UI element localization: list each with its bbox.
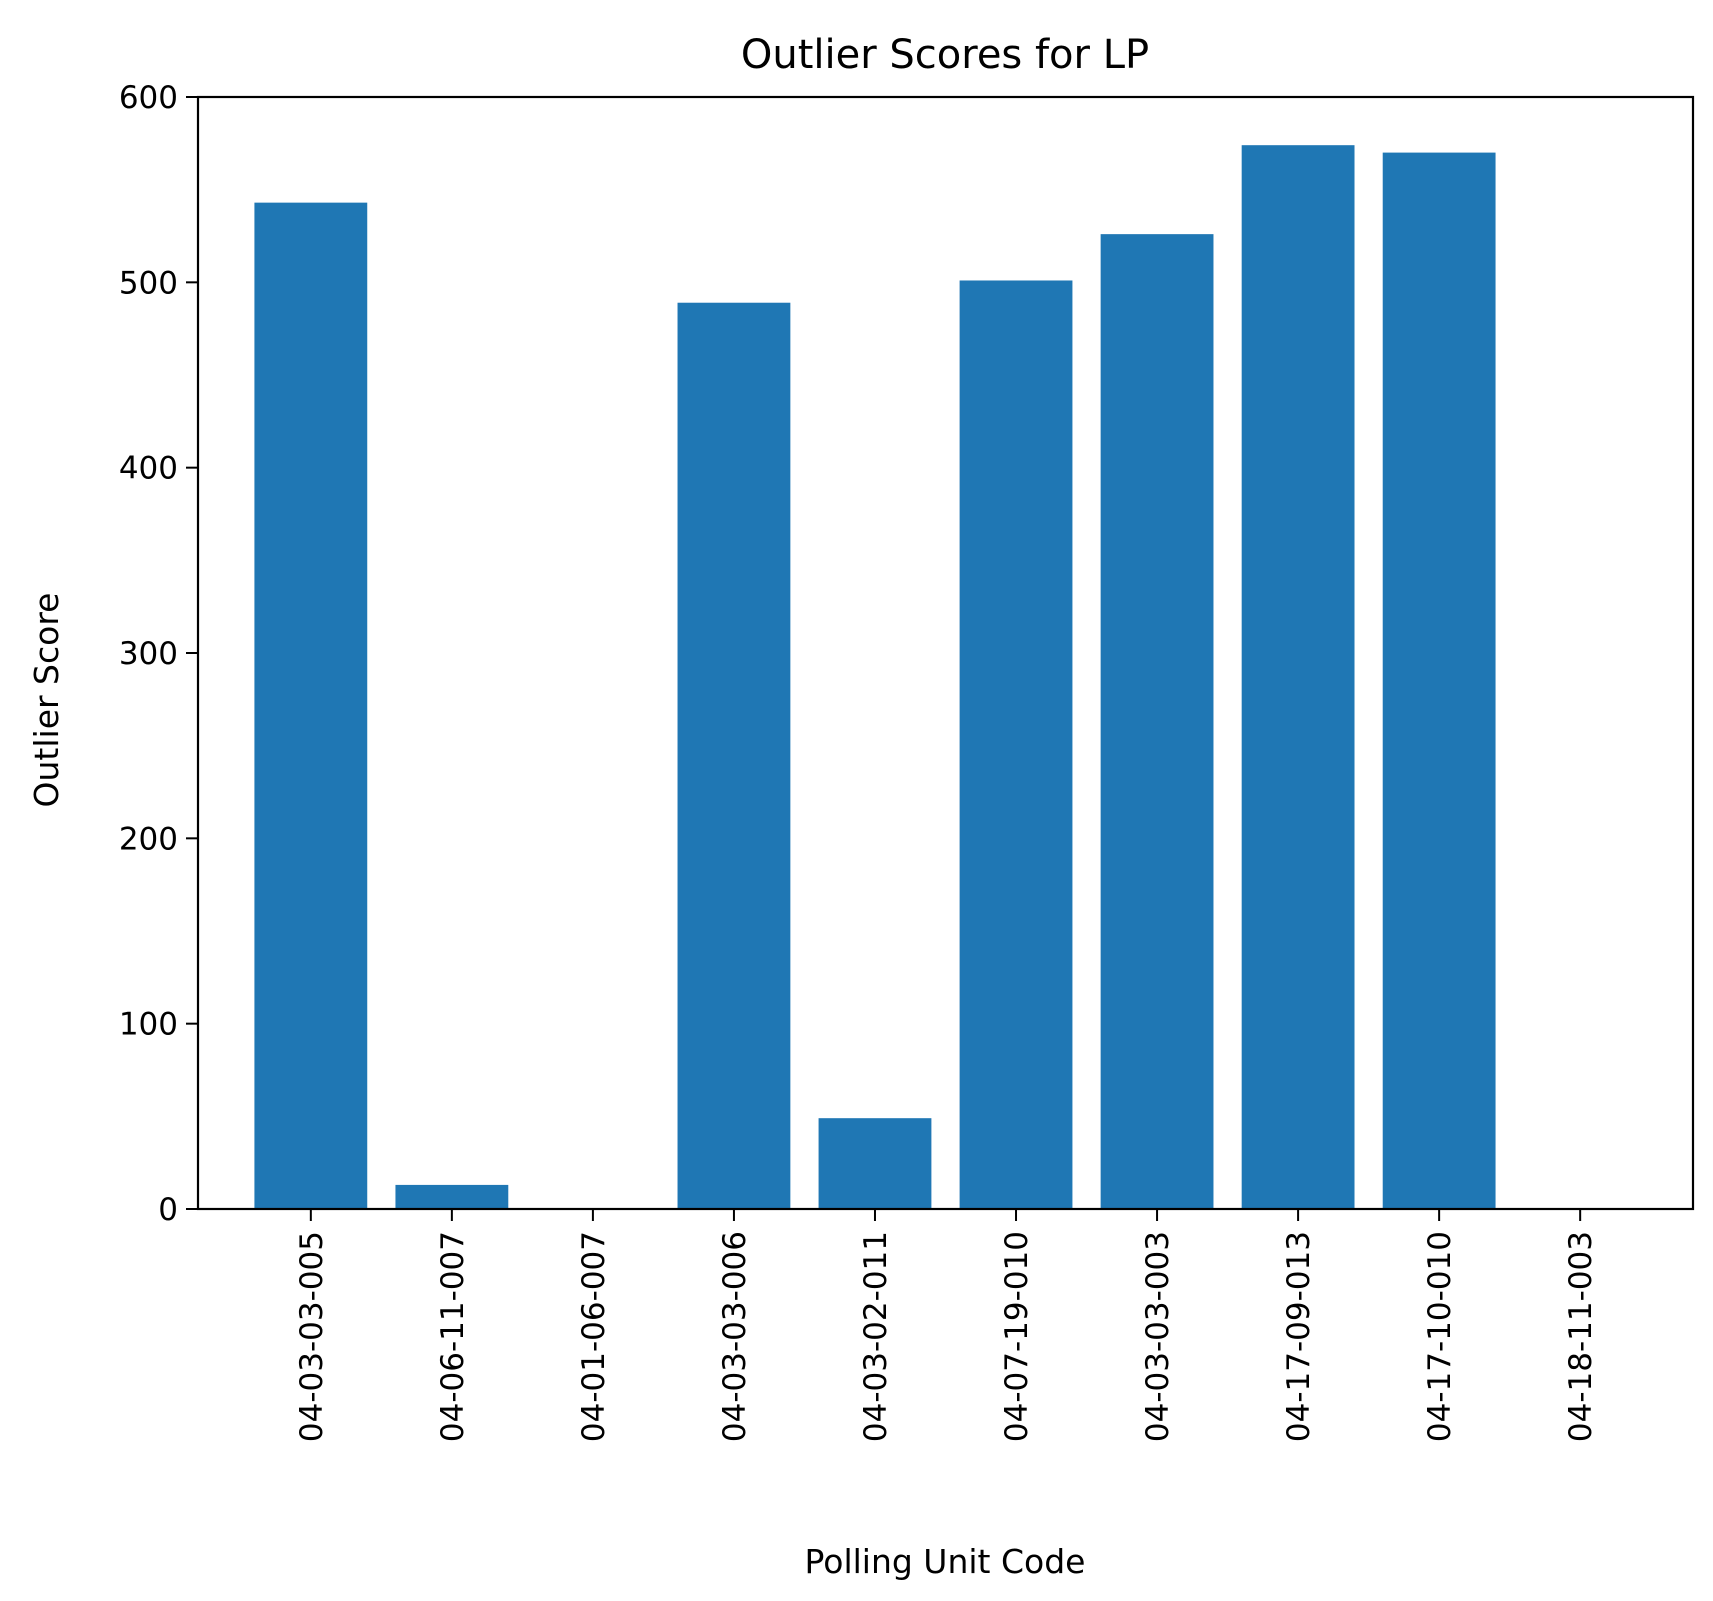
- chart-title: Outlier Scores for LP: [741, 32, 1149, 78]
- y-axis-label: Outlier Score: [27, 593, 66, 808]
- y-tick-label: 0: [158, 1192, 178, 1228]
- y-tick-label: 300: [119, 636, 178, 672]
- bar-04-03-03-003: [1100, 234, 1214, 1209]
- x-tick-label: 04-06-11-007: [435, 1231, 471, 1442]
- bar-04-07-19-010: [959, 280, 1073, 1210]
- bar-04-03-02-011: [818, 1118, 932, 1209]
- y-tick-label: 200: [119, 821, 178, 857]
- y-tick-label: 600: [119, 80, 178, 116]
- x-axis: 04-03-03-005 04-06-11-007 04-01-06-007 04-0…: [294, 1209, 1599, 1442]
- bar-04-06-11-007: [395, 1184, 509, 1209]
- x-tick-label: 04-17-10-010: [1422, 1231, 1458, 1442]
- y-tick-label: 100: [119, 1007, 178, 1043]
- x-tick-label: 04-03-03-003: [1140, 1231, 1176, 1442]
- bar-04-03-03-006: [677, 302, 791, 1210]
- bar-04-17-09-013: [1241, 145, 1355, 1210]
- x-axis-label: Polling Unit Code: [805, 1542, 1086, 1581]
- bar-04-17-10-010: [1382, 152, 1496, 1210]
- x-tick-label: 04-03-03-006: [717, 1231, 753, 1442]
- x-tick-label: 04-03-02-011: [858, 1231, 894, 1442]
- x-tick-label: 04-18-11-003: [1563, 1231, 1599, 1442]
- y-tick-label: 500: [119, 265, 178, 301]
- x-tick-label: 04-01-06-007: [576, 1231, 612, 1442]
- x-tick-label: 04-03-03-005: [294, 1231, 330, 1442]
- bar-04-03-03-005: [254, 202, 368, 1209]
- y-tick-label: 400: [119, 451, 178, 487]
- x-tick-label: 04-17-09-013: [1281, 1231, 1317, 1442]
- bars-group: [254, 145, 1496, 1210]
- x-tick-label: 04-07-19-010: [999, 1231, 1035, 1442]
- y-axis: 0 100 200 300 400 500 600: [119, 80, 198, 1228]
- plot-area-frame: [196, 95, 1695, 1211]
